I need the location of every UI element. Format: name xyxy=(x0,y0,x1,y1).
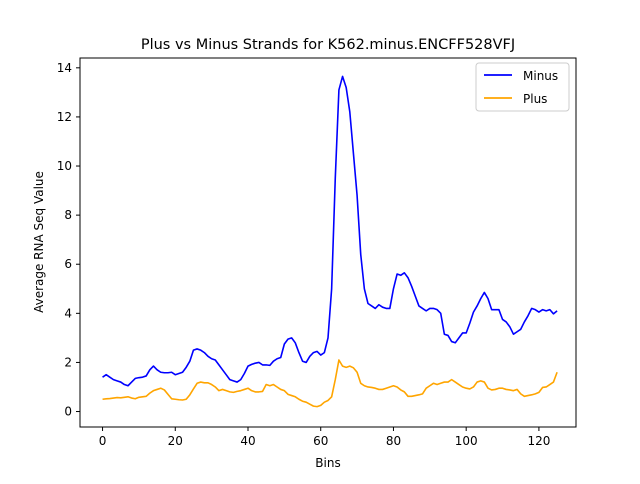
y-tick-label: 12 xyxy=(57,110,72,124)
y-axis: 0 2 4 6 8 10 12 14 xyxy=(57,61,80,419)
legend-plus-label: Plus xyxy=(523,92,547,106)
x-tick-label: 40 xyxy=(240,434,255,448)
y-tick-label: 8 xyxy=(64,208,72,222)
x-axis: 0 20 40 60 80 100 120 xyxy=(99,427,550,448)
y-tick-label: 0 xyxy=(64,405,72,419)
legend: Minus Plus xyxy=(475,62,570,112)
y-tick-label: 6 xyxy=(64,257,72,271)
x-tick-label: 20 xyxy=(168,434,183,448)
series-lines xyxy=(102,75,558,408)
y-tick-label: 2 xyxy=(64,355,72,369)
x-tick-label: 120 xyxy=(527,434,550,448)
x-tick-label: 100 xyxy=(455,434,478,448)
y-axis-label: Average RNA Seq Value xyxy=(32,171,46,313)
y-tick-label: 4 xyxy=(64,306,72,320)
series-line-minus xyxy=(102,75,558,387)
series-line-plus xyxy=(102,359,558,408)
x-tick-label: 80 xyxy=(386,434,401,448)
x-tick-label: 0 xyxy=(99,434,107,448)
plot-frame xyxy=(79,57,577,428)
y-tick-label: 14 xyxy=(57,61,72,75)
x-axis-label: Bins xyxy=(315,456,340,470)
x-tick-label: 60 xyxy=(313,434,328,448)
y-tick-label: 10 xyxy=(57,159,72,173)
legend-minus-label: Minus xyxy=(523,69,558,83)
chart-title: Plus vs Minus Strands for K562.minus.ENC… xyxy=(141,37,515,53)
